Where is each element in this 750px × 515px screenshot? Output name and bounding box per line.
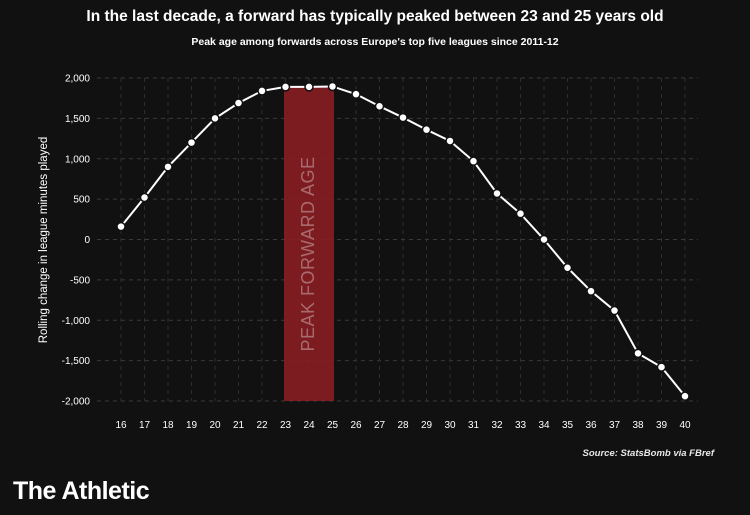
chart-subtitle: Peak age among forwards across Europe's … xyxy=(191,36,559,48)
data-point xyxy=(421,124,432,135)
y-tick-label: 1,500 xyxy=(65,114,90,125)
data-point xyxy=(327,81,338,92)
x-tick-label: 33 xyxy=(515,420,527,431)
data-point xyxy=(351,89,361,99)
data-point xyxy=(139,192,150,203)
y-tick-label: -1,000 xyxy=(62,316,91,327)
y-tick-label: 1,000 xyxy=(65,154,90,165)
y-tick-label: 2,000 xyxy=(65,74,90,85)
y-tick-label: -2,000 xyxy=(62,397,91,408)
data-point xyxy=(163,162,173,172)
data-point xyxy=(398,112,408,123)
x-axis-ticks: 16 17 18 19 20 21 22 23 24 25 26 27 28 29 30 31 32 33 34 35… xyxy=(115,420,691,431)
data-point xyxy=(609,305,620,316)
x-tick-label: 32 xyxy=(491,420,503,431)
gridlines xyxy=(97,77,698,402)
data-point xyxy=(492,188,502,199)
x-tick-label: 20 xyxy=(209,420,221,431)
x-tick-label: 30 xyxy=(444,420,456,431)
peak-age-rect xyxy=(284,86,334,401)
x-tick-label: 39 xyxy=(656,420,668,431)
chart-title: In the last decade, a forward has typica… xyxy=(86,8,664,25)
data-point xyxy=(233,98,244,108)
y-tick-label: 500 xyxy=(73,195,90,206)
data-point xyxy=(374,101,385,112)
x-tick-label: 21 xyxy=(233,420,245,431)
data-point xyxy=(539,234,549,245)
x-tick-label: 26 xyxy=(350,420,362,431)
series-points xyxy=(116,81,690,401)
x-tick-label: 28 xyxy=(397,420,409,431)
x-tick-label: 16 xyxy=(115,420,127,431)
x-tick-label: 18 xyxy=(162,420,174,431)
x-tick-label: 17 xyxy=(139,420,151,431)
peak-age-label: PEAK FORWARD AGE xyxy=(298,156,318,351)
x-tick-label: 25 xyxy=(327,420,339,431)
data-point xyxy=(304,82,314,92)
x-tick-label: 24 xyxy=(303,420,315,431)
brand-logo: The Athletic xyxy=(13,477,150,505)
data-point xyxy=(257,86,267,96)
y-axis-ticks: 2,000 1,500 1,000 500 0 -500 -1,000 -1,500 -2,00… xyxy=(62,74,91,408)
y-tick-label: -1,500 xyxy=(62,356,91,367)
data-point xyxy=(515,208,526,219)
x-tick-label: 27 xyxy=(374,420,386,431)
x-tick-label: 22 xyxy=(256,420,268,431)
x-tick-label: 35 xyxy=(562,420,574,431)
y-tick-label: -500 xyxy=(70,275,90,286)
x-tick-label: 37 xyxy=(609,420,621,431)
data-point xyxy=(633,348,643,359)
x-tick-label: 34 xyxy=(538,420,550,431)
x-tick-label: 40 xyxy=(679,420,691,431)
x-tick-label: 19 xyxy=(186,420,198,431)
data-point xyxy=(116,221,126,232)
x-tick-label: 31 xyxy=(468,420,480,431)
data-point xyxy=(586,286,596,296)
source-note: Source: StatsBomb via FBref xyxy=(582,448,714,459)
data-point xyxy=(280,82,291,92)
x-tick-label: 38 xyxy=(632,420,644,431)
data-point xyxy=(562,263,573,273)
data-point xyxy=(210,113,220,124)
y-tick-label: 0 xyxy=(84,235,90,246)
data-point xyxy=(680,391,690,401)
x-tick-label: 36 xyxy=(585,420,597,431)
data-point xyxy=(186,137,197,148)
data-point xyxy=(445,136,455,146)
x-tick-label: 23 xyxy=(280,420,292,431)
peak-age-band: PEAK FORWARD AGE xyxy=(284,86,334,401)
data-point xyxy=(468,156,479,166)
data-point xyxy=(656,362,667,372)
x-tick-label: 29 xyxy=(421,420,433,431)
